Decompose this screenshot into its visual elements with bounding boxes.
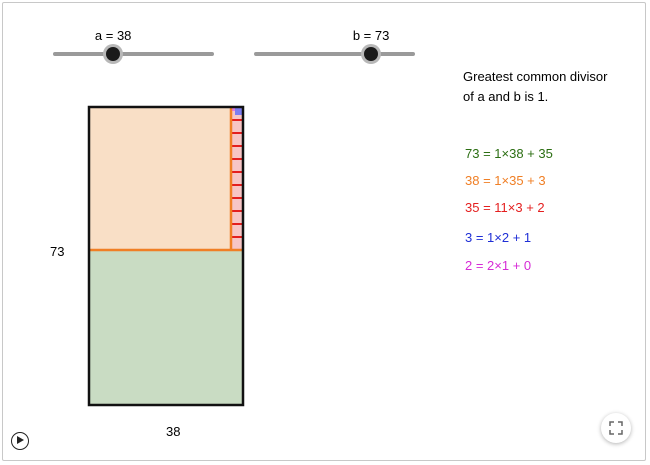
blue-square <box>235 107 243 115</box>
gcd-message-line1: Greatest common divisor <box>463 69 608 84</box>
slider-b-thumb[interactable] <box>364 47 379 61</box>
fullscreen-icon <box>609 421 623 435</box>
slider-b-label: b = 73 <box>352 28 390 43</box>
outer-rectangle <box>87 105 245 407</box>
slider-a-thumb[interactable] <box>106 47 121 61</box>
green-square <box>89 250 243 405</box>
equation-1: 73 = 1×38 + 35 <box>465 146 553 161</box>
equation-2: 38 = 1×35 + 3 <box>465 173 546 188</box>
equation-5: 2 = 2×1 + 0 <box>465 258 532 273</box>
width-label: 38 <box>166 424 181 439</box>
slider-b[interactable]: b = 73 <box>254 28 415 78</box>
slider-a[interactable]: a = 38 <box>53 28 214 78</box>
slider-a-label: a = 38 <box>94 28 132 43</box>
fullscreen-button[interactable] <box>601 413 631 443</box>
orange-square <box>89 107 231 250</box>
play-icon[interactable] <box>11 432 29 450</box>
slider-b-track[interactable] <box>254 52 415 56</box>
height-label: 73 <box>50 244 65 259</box>
equation-3: 35 = 11×3 + 2 <box>465 200 545 215</box>
slider-a-track[interactable] <box>53 52 214 56</box>
magenta-square <box>231 107 235 111</box>
gcd-message: Greatest common divisor of a and b is 1. <box>463 67 633 107</box>
gcd-message-line2: of a and b is 1. <box>463 89 549 104</box>
red-strip <box>231 107 243 250</box>
equation-4: 3 = 1×2 + 1 <box>465 230 532 245</box>
